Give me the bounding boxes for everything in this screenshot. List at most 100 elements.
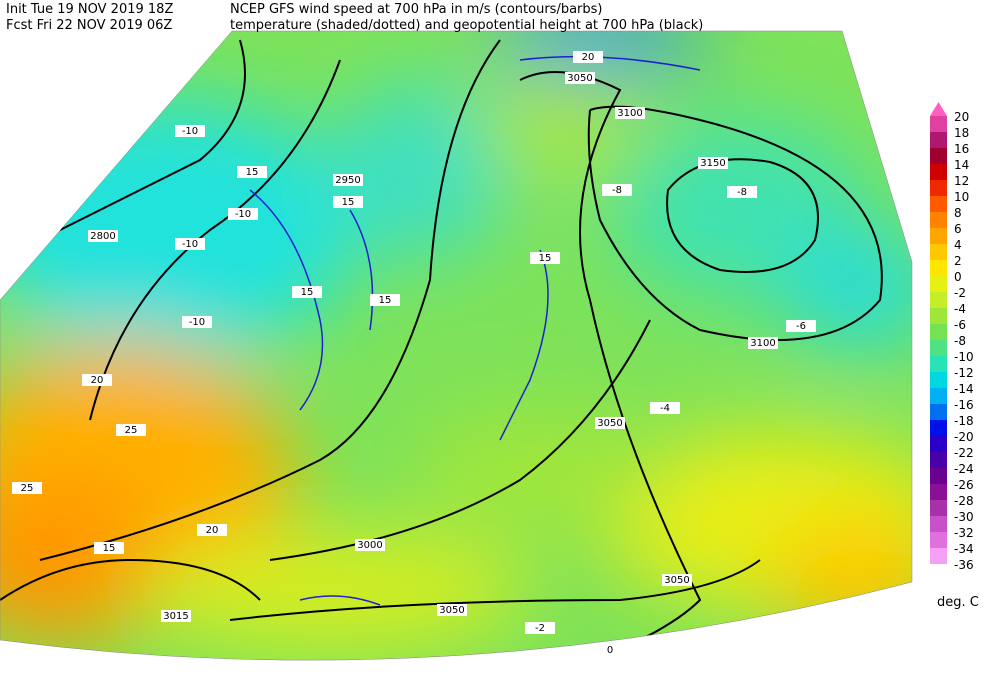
contour-label: 15	[539, 253, 552, 264]
contour-label-bg	[228, 208, 258, 220]
contour-label: 15	[301, 287, 314, 298]
contour-label: 3015	[163, 611, 188, 622]
contour-label: -6	[796, 321, 806, 332]
contour-label-bg	[650, 402, 680, 414]
contour-label-bg	[161, 610, 191, 622]
contour-label-bg	[116, 424, 146, 436]
contour-label: 3050	[664, 575, 689, 586]
contour-label: 15	[246, 167, 259, 178]
colorbar-label: 14	[954, 158, 969, 172]
contour-label-bg	[595, 644, 625, 656]
colorbar-swatch	[930, 244, 947, 260]
height-contours	[0, 39, 883, 641]
contour-label: 3000	[357, 540, 382, 551]
colorbar-label: 18	[954, 126, 969, 140]
contour-label-bg	[82, 374, 112, 386]
colorbar-swatch	[930, 292, 947, 308]
contour-label: 15	[342, 197, 355, 208]
colorbar-label: 16	[954, 142, 969, 156]
title-line-1: NCEP GFS wind speed at 700 hPa in m/s (c…	[230, 2, 603, 17]
contour-label: 20	[206, 525, 219, 536]
contour-label: -10	[182, 126, 198, 137]
contour-label: 3150	[700, 158, 725, 169]
colorbar-label: 10	[954, 190, 969, 204]
contour-label-bg	[175, 238, 205, 250]
colorbar-swatch	[930, 164, 947, 180]
contour-label: 15	[379, 295, 392, 306]
colorbar-label: -28	[954, 494, 974, 508]
contour-label: -8	[737, 187, 747, 198]
colorbar-swatch	[930, 548, 947, 564]
colorbar-label: -20	[954, 430, 974, 444]
colorbar-unit: deg. C	[937, 595, 979, 610]
contour-label-bg	[525, 622, 555, 634]
contour-label: 3050	[597, 418, 622, 429]
contour-label: 20	[91, 375, 104, 386]
colorbar-swatch	[930, 420, 947, 436]
colorbar-label: -34	[954, 542, 974, 556]
contour-label-bg	[662, 574, 692, 586]
contour-label: -10	[189, 317, 205, 328]
contour-label-bg	[748, 337, 778, 349]
contour-label-bg	[602, 184, 632, 196]
colorbar-label: 4	[954, 238, 962, 252]
contour-label: 2950	[335, 175, 360, 186]
contour-label-bg	[727, 186, 757, 198]
contour-label: 2800	[90, 231, 115, 242]
colorbar-swatch	[930, 388, 947, 404]
colorbar-label: -8	[954, 334, 966, 348]
colorbar-label: -4	[954, 302, 966, 316]
colorbar-swatch	[930, 516, 947, 532]
colorbar-swatch	[930, 132, 947, 148]
colorbar-label: 20	[954, 110, 969, 124]
contour-label-bg	[88, 230, 118, 242]
colorbar-label: -22	[954, 446, 974, 460]
colorbar-label: -32	[954, 526, 974, 540]
colorbar-label: 12	[954, 174, 969, 188]
contour-label: 3050	[567, 73, 592, 84]
contour-label-bg	[292, 286, 322, 298]
colorbar-label: 6	[954, 222, 962, 236]
colorbar-label: 2	[954, 254, 962, 268]
colorbar-label: -12	[954, 366, 974, 380]
colorbar-swatch	[930, 532, 947, 548]
colorbar-label: -24	[954, 462, 974, 476]
contour-label: 20	[582, 52, 595, 63]
contour-label-bg	[370, 294, 400, 306]
contour-label-bg	[565, 72, 595, 84]
contour-label: 3050	[439, 605, 464, 616]
contour-label: 25	[125, 425, 138, 436]
colorbar-swatch	[930, 404, 947, 420]
contour-label-bg	[333, 196, 363, 208]
colorbar-label: -18	[954, 414, 974, 428]
colorbar-swatch	[930, 116, 947, 132]
colorbar-swatch	[930, 148, 947, 164]
contour-label-bg	[175, 125, 205, 137]
colorbar-swatch	[930, 468, 947, 484]
contour-label-bg	[12, 482, 42, 494]
map-border	[0, 30, 913, 661]
colorbar-swatch	[930, 260, 947, 276]
colorbar-swatch	[930, 484, 947, 500]
contour-label: 3100	[617, 108, 642, 119]
contour-label-bg	[182, 316, 212, 328]
colorbar-swatch	[930, 324, 947, 340]
contour-label-bg	[197, 524, 227, 536]
contour-label: -8	[612, 185, 622, 196]
colorbar-swatch	[930, 308, 947, 324]
contour-label-bg	[595, 417, 625, 429]
colorbar-label: -26	[954, 478, 974, 492]
contour-label: 0	[607, 645, 613, 656]
contour-label-bg	[94, 542, 124, 554]
contour-label: -10	[182, 239, 198, 250]
contour-label: -10	[235, 209, 251, 220]
contour-label-bg	[333, 174, 363, 186]
colorbar-swatch	[930, 372, 947, 388]
colorbar-label: -14	[954, 382, 974, 396]
contour-label-bg	[698, 157, 728, 169]
forecast-time: Fcst Fri 22 NOV 2019 06Z	[6, 18, 172, 33]
contour-label-bg	[437, 604, 467, 616]
colorbar-arrow	[930, 102, 947, 116]
colorbar-swatch	[930, 228, 947, 244]
